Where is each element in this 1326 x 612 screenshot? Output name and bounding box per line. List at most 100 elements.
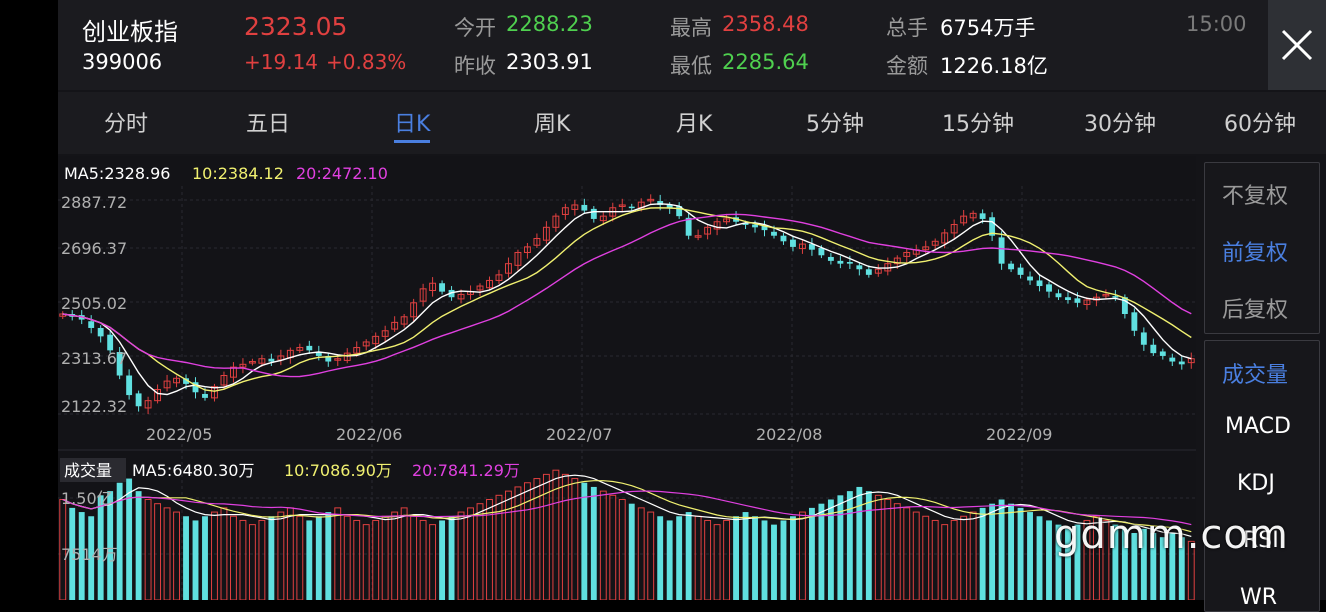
volume-bar	[410, 515, 418, 600]
candle-body	[1055, 293, 1062, 298]
volume-bar	[761, 520, 768, 600]
candle-body	[523, 246, 531, 253]
open-value: 2288.23	[506, 12, 593, 36]
candle-body	[893, 257, 901, 265]
volume-bar	[163, 507, 171, 600]
tab-daily-k[interactable]: 日K	[394, 112, 431, 137]
adjust-forward-button[interactable]: 前复权	[1222, 241, 1289, 266]
candle-body	[647, 198, 655, 202]
candle-body	[325, 355, 332, 362]
candle-body	[590, 208, 597, 219]
candle-body	[126, 375, 133, 396]
candle-body	[571, 204, 579, 210]
volume-bar	[998, 499, 1005, 600]
candle-body	[429, 282, 437, 292]
candle-body	[599, 215, 607, 222]
volume-bar	[1055, 524, 1062, 600]
ma20-line	[62, 213, 1192, 378]
indicator-volume-button[interactable]: 成交量	[1222, 363, 1289, 388]
candle-body	[505, 263, 512, 274]
indicator-macd-button[interactable]: MACD	[1225, 414, 1291, 439]
candle-body	[154, 388, 162, 402]
candle-body	[410, 302, 418, 318]
volume-bar	[362, 524, 370, 600]
candle-body	[581, 204, 588, 211]
volume-bar	[694, 515, 702, 600]
volume-bar	[116, 482, 123, 600]
candle-body	[808, 244, 815, 250]
volume-bar	[69, 507, 76, 600]
candle-body	[173, 377, 180, 384]
volume-bar	[1131, 533, 1138, 600]
tab-weekly-k[interactable]: 周K	[534, 112, 571, 137]
candle-body	[1017, 267, 1024, 275]
tab-5min[interactable]: 5分钟	[806, 112, 864, 137]
volume-label: 总手	[886, 16, 928, 40]
tab-30min[interactable]: 30分钟	[1084, 112, 1156, 137]
ma10-legend: 10:2384.12	[192, 164, 284, 183]
candle-body	[439, 283, 446, 292]
tab-15min[interactable]: 15分钟	[942, 112, 1014, 137]
candle-body	[391, 321, 399, 330]
indicator-kdj-button[interactable]: KDJ	[1237, 471, 1275, 496]
volume-bar	[1159, 537, 1166, 600]
price-y-label: 2505.02	[61, 294, 127, 313]
volume-bar	[154, 503, 162, 600]
indicator-wr-button[interactable]: WR	[1240, 585, 1278, 610]
candle-body	[1169, 357, 1176, 362]
volume-bar	[571, 478, 579, 600]
adjust-none-button[interactable]: 不复权	[1222, 184, 1289, 209]
volume-bar	[771, 524, 777, 600]
quote-header: 创业板指 399006 2323.05 +19.14 +0.83% 今开 228…	[58, 0, 1268, 90]
candle-body	[771, 231, 777, 236]
tab-monthly-k[interactable]: 月K	[676, 112, 713, 137]
candle-body	[542, 226, 550, 241]
volume-title-box	[60, 458, 126, 482]
volume-bar	[325, 512, 332, 600]
volume-bar	[192, 520, 199, 600]
close-button[interactable]	[1268, 0, 1326, 90]
kline-chart-svg[interactable]: MA5:2328.96 10:2384.12 20:2472.10 2887.7…	[58, 156, 1196, 600]
volume-bar	[818, 503, 825, 600]
close-icon	[1281, 29, 1313, 61]
price-y-label: 2696.37	[61, 239, 127, 258]
volume-bar	[581, 482, 588, 600]
volume-bar	[486, 499, 493, 600]
volume-bar	[429, 524, 437, 600]
candle-body	[969, 212, 977, 219]
candle-body	[998, 237, 1005, 264]
tab-five-day[interactable]: 五日	[246, 112, 291, 137]
tab-60min[interactable]: 60分钟	[1224, 112, 1296, 137]
volume-bar	[704, 519, 712, 600]
kline-chart-area[interactable]: MA5:2328.96 10:2384.12 20:2472.10 2887.7…	[58, 156, 1196, 600]
volume-bar	[88, 516, 95, 600]
candle-body	[657, 201, 664, 205]
volume-bar	[599, 490, 607, 600]
candle-body	[827, 256, 834, 261]
price-y-label: 2887.72	[61, 193, 127, 212]
tab-intraday[interactable]: 分时	[104, 112, 149, 137]
last-price: 2323.05	[244, 12, 348, 41]
candle-body	[315, 352, 322, 356]
candle-body	[865, 269, 872, 275]
adjust-backward-button[interactable]: 后复权	[1222, 298, 1289, 323]
volume-bar	[931, 519, 939, 600]
candle-body	[723, 218, 731, 223]
volume-bar	[296, 515, 304, 600]
volume-bar	[609, 494, 617, 600]
candle-body	[752, 224, 758, 228]
vol-ma5-legend: MA5:6480.30万	[132, 461, 255, 480]
volume-bar	[1169, 533, 1176, 600]
candle-body	[1008, 263, 1015, 270]
volume-bar	[685, 512, 692, 600]
candle-body	[628, 206, 635, 209]
volume-bar	[306, 520, 313, 600]
indicator-rsi-button[interactable]: RSI	[1243, 528, 1279, 553]
candle-body	[448, 289, 455, 298]
candle-body	[88, 321, 95, 328]
prev-close-label: 昨收	[454, 54, 496, 78]
volume-bar	[733, 516, 739, 600]
candle-body	[476, 285, 484, 291]
volume-bar	[1036, 516, 1043, 600]
prev-close-value: 2303.91	[506, 50, 593, 74]
